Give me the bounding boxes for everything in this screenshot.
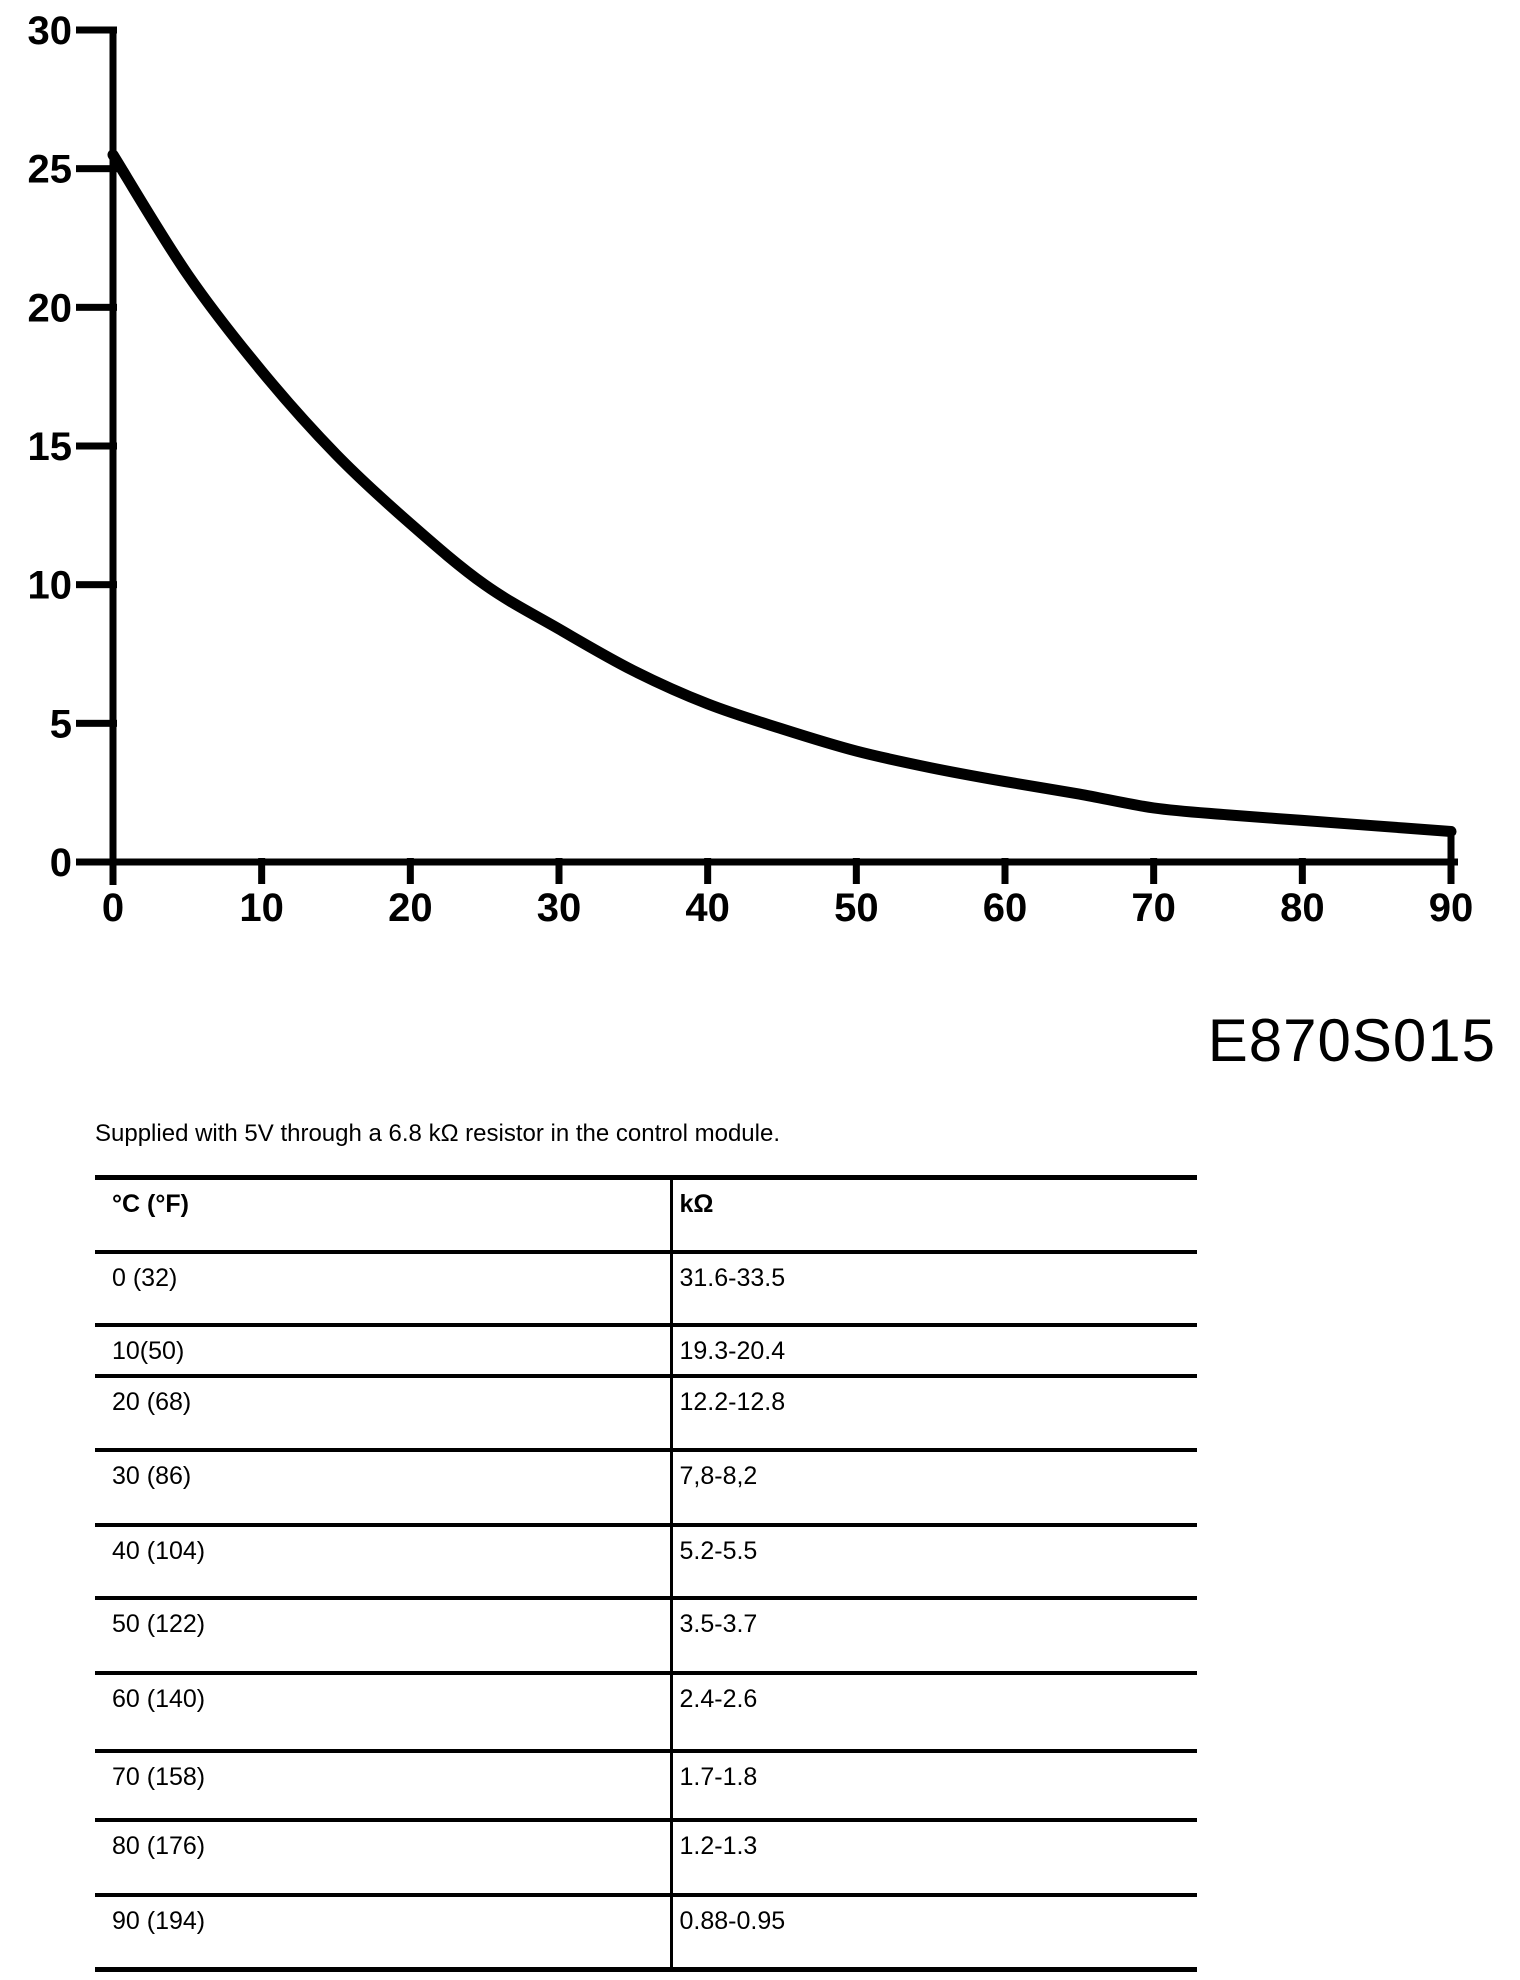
x-tick bbox=[704, 858, 712, 884]
y-tick bbox=[76, 858, 117, 866]
resistance-cell: 12.2-12.8 bbox=[669, 1375, 1197, 1450]
table-row: 40 (104) 5.2-5.5 bbox=[95, 1524, 1197, 1598]
y-tick bbox=[76, 442, 117, 450]
resistance-cell: 5.2-5.5 bbox=[669, 1524, 1197, 1598]
resistance-cell: 7,8-8,2 bbox=[669, 1449, 1197, 1525]
x-tick bbox=[406, 858, 414, 884]
table-row: 60 (140) 2.4-2.6 bbox=[95, 1672, 1197, 1751]
temperature-cell: 30 (86) bbox=[112, 1461, 192, 1490]
table-row: 10(50) 19.3-20.4 bbox=[95, 1324, 1197, 1376]
table-header-row: °C (°F) kΩ bbox=[95, 1177, 1197, 1252]
temperature-cell: 0 (32) bbox=[112, 1263, 178, 1292]
table-row: 30 (86) 7,8-8,2 bbox=[95, 1449, 1197, 1525]
x-tick-label: 80 bbox=[1280, 886, 1325, 930]
y-tick-label: 10 bbox=[28, 564, 73, 608]
temperature-cell: 60 (140) bbox=[112, 1684, 206, 1713]
x-tick-label: 60 bbox=[983, 886, 1028, 930]
resistance-cell: 31.6-33.5 bbox=[669, 1251, 1197, 1325]
x-tick bbox=[1150, 858, 1158, 884]
resistance-temperature-chart: 0 5 10 15 20 25 30 0 10 20 30 40 50 60 70 80 90 bbox=[28, 9, 1474, 930]
x-tick-label: 0 bbox=[102, 886, 124, 930]
figure-code: E870S015 bbox=[1207, 1007, 1496, 1074]
resistance-column-header: kΩ bbox=[669, 1177, 1197, 1252]
x-tick-label: 90 bbox=[1429, 886, 1474, 930]
temperature-cell: 50 (122) bbox=[112, 1609, 206, 1638]
table-row: 50 (122) 3.5-3.7 bbox=[95, 1597, 1197, 1673]
resistance-cell: 2.4-2.6 bbox=[669, 1672, 1197, 1751]
x-tick-label: 10 bbox=[239, 886, 284, 930]
y-tick-label: 25 bbox=[28, 148, 73, 192]
x-tick bbox=[258, 858, 266, 884]
table-row: 80 (176) 1.2-1.3 bbox=[95, 1819, 1197, 1895]
x-tick bbox=[1298, 858, 1306, 884]
resistance-cell: 1.2-1.3 bbox=[669, 1819, 1197, 1895]
y-tick-label: 0 bbox=[50, 841, 72, 885]
x-tick bbox=[1001, 858, 1009, 884]
y-tick bbox=[76, 26, 117, 34]
temperature-column-header: °C (°F) bbox=[112, 1190, 189, 1218]
table-row: 0 (32) 31.6-33.5 bbox=[95, 1251, 1197, 1325]
temperature-cell: 40 (104) bbox=[112, 1536, 206, 1565]
x-tick-label: 20 bbox=[388, 886, 433, 930]
table-caption: Supplied with 5V through a 6.8 kΩ resist… bbox=[95, 1120, 780, 1147]
x-tick bbox=[1447, 858, 1455, 884]
temperature-cell: 70 (158) bbox=[112, 1762, 206, 1791]
resistance-table: °C (°F) kΩ 0 (32) 31.6-33.5 10(50) 19.3-20.… bbox=[95, 1175, 1197, 1972]
temperature-cell: 10(50) bbox=[112, 1336, 185, 1365]
y-tick bbox=[76, 165, 117, 173]
y-tick-label: 5 bbox=[50, 702, 72, 746]
x-tick bbox=[852, 858, 860, 884]
resistance-cell: 3.5-3.7 bbox=[669, 1597, 1197, 1673]
x-tick-label: 30 bbox=[537, 886, 582, 930]
table-row: 20 (68) 12.2-12.8 bbox=[95, 1375, 1197, 1450]
x-tick-label: 40 bbox=[685, 886, 730, 930]
resistance-cell: 19.3-20.4 bbox=[669, 1324, 1197, 1376]
y-tick-label: 20 bbox=[28, 286, 73, 330]
x-tick-label: 70 bbox=[1131, 886, 1176, 930]
temperature-cell: 80 (176) bbox=[112, 1831, 206, 1860]
resistance-cell: 0.88-0.95 bbox=[669, 1894, 1197, 1970]
resistance-cell: 1.7-1.8 bbox=[669, 1750, 1197, 1820]
temperature-cell: 20 (68) bbox=[112, 1387, 192, 1416]
temperature-cell: 90 (194) bbox=[112, 1906, 206, 1935]
x-tick bbox=[109, 858, 117, 884]
y-tick-label: 30 bbox=[28, 9, 73, 53]
y-tick bbox=[76, 303, 117, 311]
table-row: 90 (194) 0.88-0.95 bbox=[95, 1894, 1197, 1970]
resistance-curve bbox=[107, 149, 1457, 837]
y-tick bbox=[76, 581, 117, 589]
y-tick bbox=[76, 719, 117, 727]
table-row: 70 (158) 1.7-1.8 bbox=[95, 1750, 1197, 1820]
x-axis-end-stub bbox=[1447, 836, 1455, 865]
x-tick-label: 50 bbox=[834, 886, 879, 930]
x-tick bbox=[555, 858, 563, 884]
y-tick-label: 15 bbox=[28, 425, 73, 469]
x-axis bbox=[76, 858, 1458, 866]
y-axis bbox=[109, 29, 117, 885]
